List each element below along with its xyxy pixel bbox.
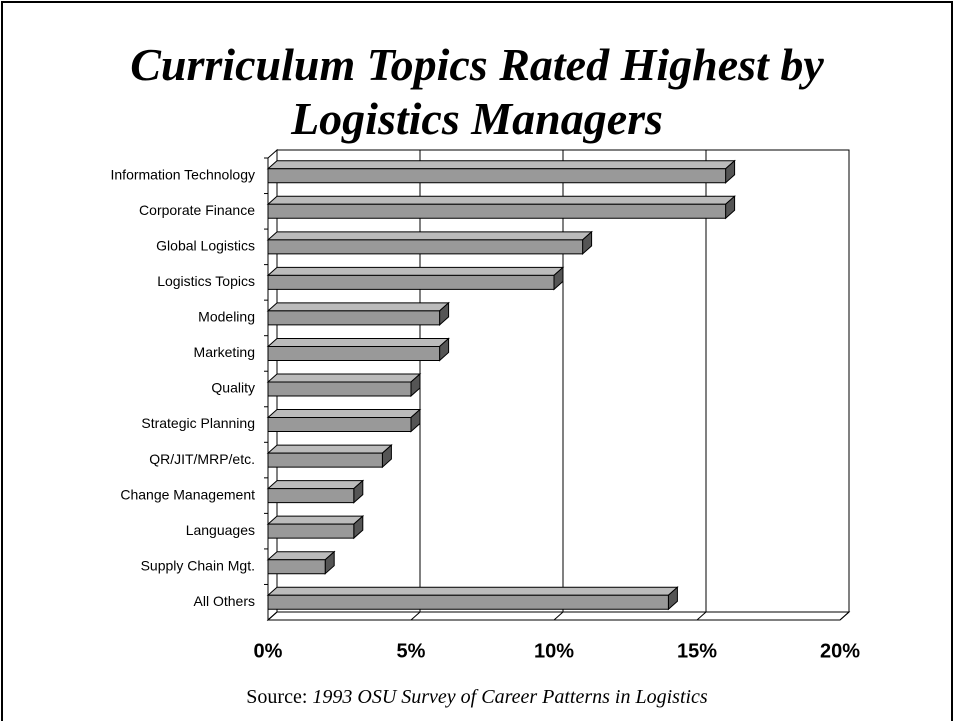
- bar-front: [267, 239, 584, 255]
- source-note: Source: 1993 OSU Survey of Career Patter…: [0, 686, 954, 709]
- bar-front: [267, 559, 326, 575]
- x-tick-label: 5%: [397, 640, 426, 662]
- x-tick-label: 15%: [677, 640, 717, 662]
- bar-top: [266, 302, 450, 312]
- bar-top: [266, 515, 365, 525]
- bar-top: [266, 337, 450, 347]
- bar-top: [266, 480, 365, 490]
- bar: [266, 301, 450, 327]
- bar: [266, 515, 365, 540]
- bar-front: [267, 168, 727, 184]
- y-tick-label: Modeling: [198, 309, 255, 325]
- bar-front: [267, 381, 412, 397]
- y-tick-label: QR/JIT/MRP/etc.: [149, 451, 255, 467]
- bar: [266, 443, 393, 469]
- bar: [266, 159, 736, 184]
- bar-front: [267, 488, 355, 504]
- source-text: 1993 OSU Survey of Career Patterns in Lo…: [312, 686, 708, 708]
- bar-top: [266, 231, 593, 241]
- source-label: Source:: [246, 686, 308, 708]
- bar-top: [266, 551, 336, 561]
- x-tick-label: 0%: [254, 640, 283, 662]
- bar-top: [266, 160, 736, 170]
- bar-front: [267, 594, 669, 610]
- y-tick-label: Marketing: [194, 344, 255, 360]
- y-tick-label: Logistics Topics: [157, 273, 255, 289]
- bar-front: [267, 203, 727, 219]
- bar-top: [266, 586, 679, 596]
- x-tick-label: 20%: [820, 640, 860, 662]
- bar: [266, 479, 365, 504]
- chart-title: Curriculum Topics Rated Highest by Logis…: [130, 39, 824, 144]
- y-tick-label: Global Logistics: [156, 238, 255, 254]
- bar: [266, 337, 450, 362]
- bar-front: [267, 310, 441, 326]
- bar: [266, 230, 593, 255]
- y-tick-label: Quality: [211, 380, 255, 396]
- y-tick-label: Information Technology: [111, 166, 256, 182]
- y-tick-label: Supply Chain Mgt.: [141, 557, 255, 573]
- bar: [266, 372, 422, 398]
- bar-front: [267, 345, 441, 361]
- y-tick-label: All Others: [194, 593, 255, 609]
- bar-top: [266, 444, 393, 454]
- bar-top: [266, 409, 422, 419]
- y-tick-label: Change Management: [120, 486, 255, 502]
- y-tick-label: Strategic Planning: [141, 415, 255, 431]
- bar: [266, 408, 422, 433]
- y-tick-label: Languages: [186, 522, 255, 538]
- x-tick-label: 10%: [534, 640, 574, 662]
- bar-top: [266, 195, 736, 205]
- bar-front: [267, 523, 355, 539]
- grid-line: [553, 150, 564, 621]
- bar: [266, 266, 565, 291]
- bar: [266, 550, 336, 575]
- grid-line: [696, 150, 707, 621]
- bar-front: [267, 417, 412, 433]
- grid-line: [839, 150, 850, 621]
- bar: [266, 195, 736, 220]
- bar-top: [266, 266, 565, 276]
- bar: [266, 586, 679, 611]
- bar-top: [266, 373, 422, 383]
- bar-front: [267, 274, 555, 290]
- bar-front: [267, 452, 383, 468]
- y-tick-label: Corporate Finance: [139, 202, 255, 218]
